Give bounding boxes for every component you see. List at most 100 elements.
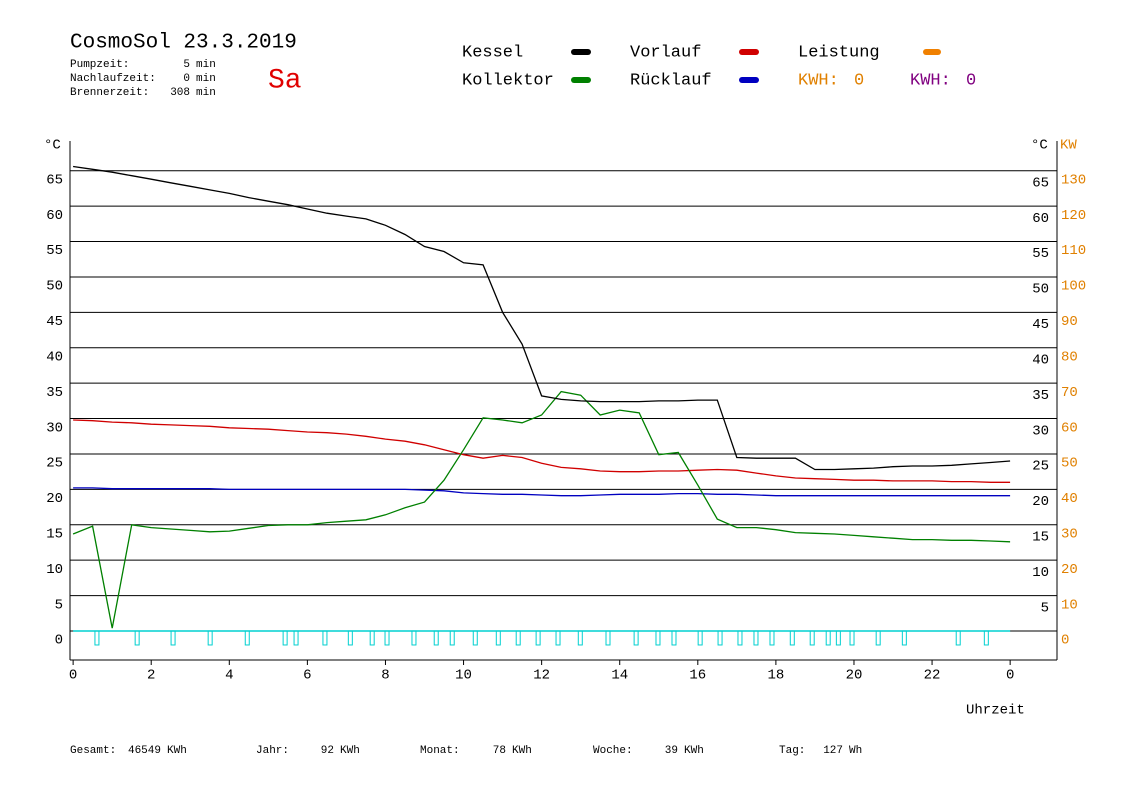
chart-title: CosmoSol 23.3.2019 xyxy=(70,32,297,55)
x-tick-label: 0 xyxy=(1006,668,1014,684)
pump-pulse xyxy=(293,630,299,646)
y2-unit: KW xyxy=(1060,138,1077,154)
y-right-tick-label: 5 xyxy=(1041,600,1049,616)
pump-pulse xyxy=(753,630,759,646)
y-right-tick-label: 35 xyxy=(1032,388,1049,404)
x-tick-label: 16 xyxy=(689,668,706,684)
y-tick-label: 35 xyxy=(46,385,63,401)
y2-tick-label: 60 xyxy=(1061,420,1078,436)
pump-pulse xyxy=(94,630,100,646)
pump-pulse xyxy=(875,630,881,646)
x-tick-label: 22 xyxy=(924,668,941,684)
footer-value: 92 xyxy=(321,745,334,757)
y-right-tick-label: 45 xyxy=(1032,317,1049,333)
footer-label: Monat: xyxy=(420,745,460,757)
pump-pulse xyxy=(825,630,831,646)
x-tick-label: 10 xyxy=(455,668,472,684)
pump-pulse xyxy=(170,630,176,646)
y-tick-label: 30 xyxy=(46,420,63,436)
pump-pulse xyxy=(809,630,815,646)
footer-label: Woche: xyxy=(593,745,633,757)
info-unit: min xyxy=(196,73,216,85)
y-tick-label: 65 xyxy=(46,172,63,188)
x-tick-label: 8 xyxy=(381,668,389,684)
legend-label: Kessel xyxy=(462,43,523,62)
pump-pulse xyxy=(282,630,288,646)
pump-pulse xyxy=(472,630,478,646)
pump-pulse xyxy=(655,630,661,646)
pump-pulse xyxy=(347,630,353,646)
legend-label: Rücklauf xyxy=(630,71,712,90)
info-value: 0 xyxy=(183,73,190,85)
pump-pulse xyxy=(555,630,561,646)
y-right-tick-label: 65 xyxy=(1032,175,1049,191)
x-tick-label: 14 xyxy=(611,668,628,684)
y-right-tick-label: 55 xyxy=(1032,246,1049,262)
y-tick-label: 5 xyxy=(55,597,63,613)
pump-pulse xyxy=(577,630,583,646)
y2-tick-label: 50 xyxy=(1061,456,1078,472)
footer-unit: Wh xyxy=(849,745,862,757)
y-right-tick-label: 25 xyxy=(1032,459,1049,475)
legend-label: Vorlauf xyxy=(630,43,701,62)
kwh-label: KWH: xyxy=(910,71,951,90)
pump-pulse xyxy=(449,630,455,646)
y-tick-label: 60 xyxy=(46,208,63,224)
x-tick-label: 6 xyxy=(303,668,311,684)
footer-label: Gesamt: xyxy=(70,745,116,757)
kwh-value: 0 xyxy=(854,71,864,90)
y2-tick-label: 130 xyxy=(1061,172,1086,188)
footer-unit: KWh xyxy=(340,745,360,757)
y2-tick-label: 0 xyxy=(1061,633,1069,649)
footer-unit: KWh xyxy=(684,745,704,757)
x-tick-label: 12 xyxy=(533,668,550,684)
pump-pulse xyxy=(495,630,501,646)
pump-pulse xyxy=(789,630,795,646)
pump-pulse xyxy=(983,630,989,646)
pump-pulse xyxy=(384,630,390,646)
footer-unit: KWh xyxy=(512,745,532,757)
y-right-tick-label: 40 xyxy=(1032,352,1049,368)
y-tick-label: 10 xyxy=(46,562,63,578)
footer-label: Tag: xyxy=(779,745,805,757)
pump-pulse xyxy=(207,630,213,646)
pump-pulse xyxy=(134,630,140,646)
footer-unit: KWh xyxy=(167,745,187,757)
series-line xyxy=(73,419,1011,483)
y-tick-label: 40 xyxy=(46,349,63,365)
x-tick-label: 2 xyxy=(147,668,155,684)
y2-tick-label: 120 xyxy=(1061,208,1086,224)
y-tick-label: 55 xyxy=(46,243,63,259)
footer-value: 78 xyxy=(493,745,506,757)
pump-pulse xyxy=(955,630,961,646)
pump-pulse xyxy=(737,630,743,646)
y-right-tick-label: 10 xyxy=(1032,565,1049,581)
series-line xyxy=(73,165,1011,471)
pump-pulse xyxy=(433,630,439,646)
y-right-tick-label: 20 xyxy=(1032,494,1049,510)
footer-value: 46549 xyxy=(128,745,161,757)
pump-pulse xyxy=(671,630,677,646)
x-tick-label: 18 xyxy=(767,668,784,684)
y2-tick-label: 100 xyxy=(1061,279,1086,295)
info-label: Nachlaufzeit: xyxy=(70,73,156,85)
kwh-value: 0 xyxy=(966,71,976,90)
info-label: Brennerzeit: xyxy=(70,87,149,99)
y-unit: °C xyxy=(44,138,61,154)
y2-tick-label: 40 xyxy=(1061,491,1078,507)
pump-pulse xyxy=(769,630,775,646)
series-line xyxy=(73,487,1011,497)
footer-value: 127 xyxy=(823,745,843,757)
legend-label: Kollektor xyxy=(462,71,554,90)
pump-pulse xyxy=(633,630,639,646)
info-value: 5 xyxy=(183,59,190,71)
y-tick-label: 0 xyxy=(55,633,63,649)
x-tick-label: 20 xyxy=(846,668,863,684)
y-right-tick-label: 50 xyxy=(1032,282,1049,298)
pump-pulse xyxy=(849,630,855,646)
pump-pulse xyxy=(515,630,521,646)
y-tick-label: 20 xyxy=(46,491,63,507)
info-unit: min xyxy=(196,87,216,99)
y-right-tick-label: 15 xyxy=(1032,529,1049,545)
footer-value: 39 xyxy=(665,745,678,757)
